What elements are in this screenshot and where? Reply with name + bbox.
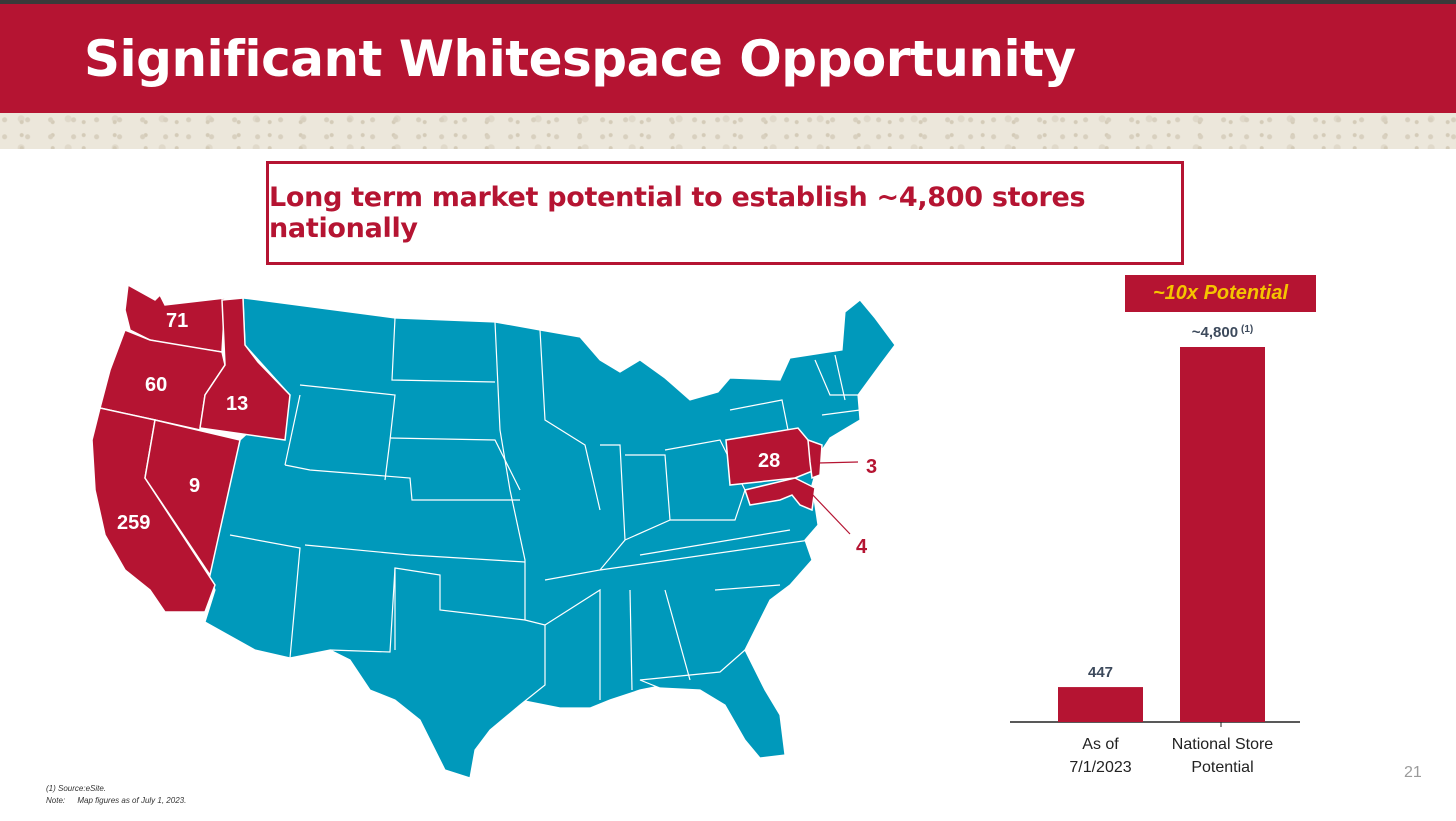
map-label-leaders [809, 461, 859, 535]
category-label-0-line-0: As of [1082, 736, 1119, 753]
page-title: Significant Whitespace Opportunity [84, 30, 1076, 88]
potential-badge-text: ~10x Potential [1152, 282, 1289, 304]
map-labels: 71 60 13 9 259 28 3 4 [117, 310, 877, 558]
label-nj: 3 [866, 456, 877, 478]
top-rule [0, 0, 1456, 4]
state-maryland [744, 477, 816, 512]
data-label-1: ~4,800 (1) [1192, 324, 1254, 341]
category-label-1-line-1: Potential [1191, 759, 1253, 776]
footnote-note-text: Map figures as of July 1, 2023. [77, 796, 187, 805]
category-label-0-line-1: 7/1/2023 [1069, 759, 1131, 776]
whitespace-states [204, 297, 896, 779]
callout-box: Long term market potential to establish … [266, 161, 1184, 265]
footnote-note: Note: Map figures as of July 1, 2023. [46, 796, 186, 805]
data-label-0: 447 [1088, 664, 1113, 681]
potential-badge: ~10x Potential [1125, 275, 1316, 312]
label-pa: 28 [758, 450, 780, 472]
callout-text: Long term market potential to establish … [269, 182, 1086, 244]
label-or: 60 [145, 374, 167, 396]
label-id: 13 [226, 393, 248, 415]
category-label-1-line-0: National Store [1172, 736, 1273, 753]
label-nv: 9 [189, 475, 200, 497]
florida-region [639, 649, 786, 759]
bar-1 [1180, 347, 1265, 722]
label-ca: 259 [117, 512, 150, 534]
texture-band [0, 113, 1456, 149]
bar-0 [1058, 687, 1143, 722]
state-idaho [199, 297, 291, 441]
state-nevada [144, 419, 241, 577]
state-new-jersey [807, 438, 823, 480]
title-bar: Significant Whitespace Opportunity [0, 4, 1456, 113]
label-wa: 71 [166, 310, 188, 332]
present-states [91, 283, 823, 613]
footnote-source: (1) Source:eSite. [46, 784, 107, 793]
texas-region [329, 567, 546, 779]
footnote-note-label: Note: [46, 796, 66, 805]
page-number: 21 [1404, 764, 1422, 781]
label-md: 4 [856, 536, 868, 558]
